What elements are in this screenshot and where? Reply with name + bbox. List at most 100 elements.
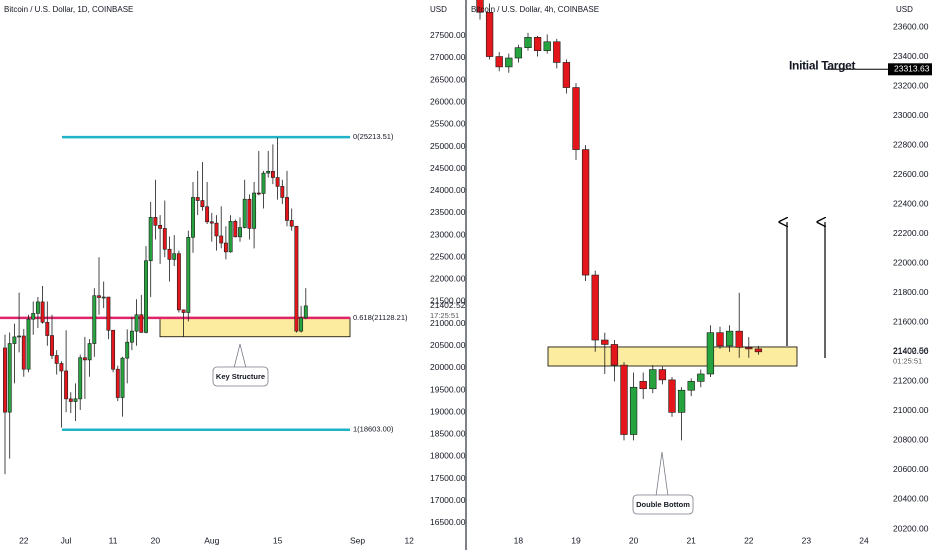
y-tick-label: 22200.00 [893, 228, 929, 238]
candle-body [144, 260, 148, 333]
candle-body [40, 301, 45, 323]
candle-body [562, 62, 571, 88]
level-label: 1(18603.00) [353, 425, 394, 434]
currency: USD [896, 5, 913, 14]
y-tick-label: 25500.00 [430, 119, 466, 129]
level-label: 0.618(21128.21) [353, 313, 408, 322]
candle-body [12, 336, 17, 344]
candle-body [735, 330, 743, 348]
y-tick-label: 26500.00 [430, 74, 466, 84]
x-tick-label: 19 [571, 535, 581, 545]
candle-body [261, 172, 266, 194]
candle-body [591, 274, 599, 341]
candle-body [687, 381, 695, 391]
candle-body [649, 369, 657, 390]
candle-body [181, 309, 186, 313]
y-tick-label: 20400.00 [893, 494, 929, 504]
y-tick-label: 23000.00 [893, 110, 929, 120]
candle-body [725, 330, 734, 347]
y-tick-label: 19500.00 [430, 384, 466, 394]
candle-body [3, 347, 7, 413]
chart-title: Bitcoin / U.S. Dollar, 1D, COINBASE [4, 5, 133, 14]
y-tick-label: 17000.00 [430, 495, 466, 505]
candle-body [26, 318, 31, 370]
candle-body [162, 228, 167, 250]
y-tick-label: 22000.00 [430, 274, 466, 284]
x-tick-label: Jul [61, 535, 72, 545]
x-tick-label: Aug [204, 535, 219, 545]
candle-body [139, 314, 144, 333]
candle-body [266, 171, 271, 174]
y-tick-label: 22600.00 [893, 169, 929, 179]
candle-body [299, 317, 304, 332]
last-price: 21402.56 [893, 346, 929, 356]
x-tick-label: 12 [404, 535, 414, 545]
y-tick-label: 22400.00 [893, 198, 929, 208]
candle-body [677, 389, 686, 413]
candle-body [214, 222, 219, 237]
y-tick-label: 20600.00 [893, 464, 929, 474]
candle-body [505, 57, 513, 68]
x-tick-label: 22 [744, 535, 754, 545]
zone [547, 346, 798, 367]
candle-body [524, 37, 532, 48]
candle-body [195, 197, 200, 201]
candle-body [543, 41, 551, 51]
candle-body [35, 301, 40, 314]
candle-body [45, 321, 50, 336]
candle-body [92, 295, 97, 344]
level-label: 0(25213.51) [353, 132, 394, 141]
candle-body [247, 198, 252, 229]
candle-body [200, 200, 205, 208]
y-tick-label: 19000.00 [430, 406, 466, 416]
annotation: Double Bottom [636, 500, 690, 509]
candle-body [21, 335, 26, 370]
x-tick-label: 15 [273, 535, 283, 545]
candle-body [17, 335, 22, 338]
candle-body [639, 381, 647, 390]
candle-body [745, 347, 753, 350]
candle-body [303, 305, 308, 319]
candle-body [223, 242, 228, 253]
candle-body [73, 398, 78, 402]
candle-body [101, 296, 106, 299]
y-tick-label: 25000.00 [430, 141, 466, 151]
candle-body [129, 330, 134, 343]
candle-body [601, 339, 609, 345]
y-tick-label: 27000.00 [430, 52, 466, 62]
x-tick-label: 22 [19, 535, 29, 545]
candle-body [125, 341, 130, 359]
x-tick-label: 20 [629, 535, 639, 545]
y-tick-label: 23500.00 [430, 207, 466, 217]
x-tick-label: 24 [859, 535, 869, 545]
candle-body [275, 177, 280, 187]
x-tick-label: 11 [109, 535, 118, 545]
annotation: Key Structure [216, 372, 265, 381]
chart-title: Bitcoin / U.S. Dollar, 4h, COINBASE [471, 5, 599, 14]
y-tick-label: 24000.00 [430, 185, 466, 195]
candle-body [115, 368, 120, 398]
callout-box [632, 494, 694, 515]
candle-body [238, 227, 242, 238]
y-tick-label: 21400.00 [893, 346, 929, 356]
y-tick-label: 20000.00 [430, 362, 466, 372]
y-tick-label: 27500.00 [430, 30, 466, 40]
y-tick-label: 20200.00 [893, 523, 929, 533]
x-tick-label: Sep [350, 535, 365, 545]
y-tick-label: 18000.00 [430, 451, 466, 461]
plot-left [0, 135, 351, 475]
candle-body [658, 369, 667, 381]
y-tick-label: 23600.00 [893, 21, 929, 31]
candle-body [68, 398, 73, 402]
candle-body [97, 295, 101, 298]
y-tick-label: 23200.00 [893, 80, 929, 90]
candle-body [495, 56, 503, 68]
candle-body [754, 348, 763, 353]
y-tick-label: 18500.00 [430, 429, 466, 439]
y-tick-label: 17500.00 [430, 473, 466, 483]
y-tick-label: 20800.00 [893, 435, 929, 445]
candle-body [285, 197, 289, 221]
callout-box [212, 366, 269, 387]
x-tick-label: 20 [151, 535, 161, 545]
x-tick-label: 18 [514, 535, 524, 545]
